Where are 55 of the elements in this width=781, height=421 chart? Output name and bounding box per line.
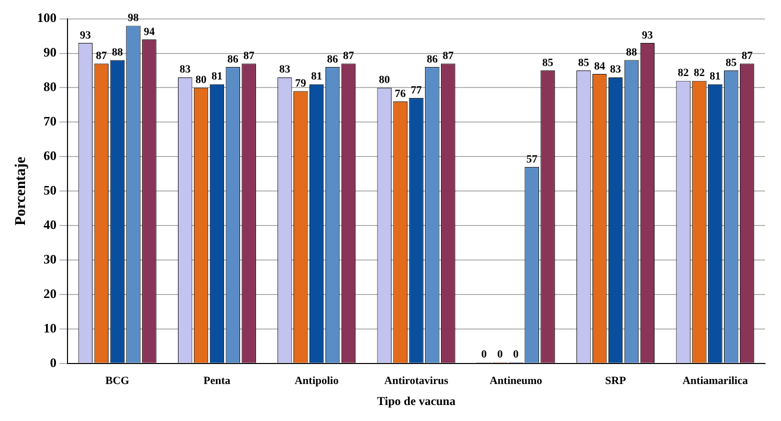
y-tick-label: 50 [44,182,56,198]
data-label: 81 [211,70,222,83]
y-tick-label: 0 [50,354,56,370]
data-label: 83 [279,64,291,76]
x-tick-label: Antineumo [490,374,543,387]
y-tick-label: 40 [44,216,56,232]
data-label: 82 [694,67,706,80]
y-tick-label: 20 [44,286,56,301]
y-axis-title: Porcentaje [12,156,29,226]
data-label: 76 [394,88,406,100]
x-tick-label: Antiamarilica [682,374,748,387]
data-label: 86 [327,53,339,66]
y-tick-label: 60 [44,148,56,163]
y-tick-label: 100 [37,10,56,26]
data-label: 84 [594,60,606,72]
data-label: 83 [180,64,192,76]
data-label: 0 [513,348,520,361]
data-label: 81 [311,70,322,83]
data-label: 0 [497,348,504,361]
data-label: 77 [410,84,422,96]
data-label: 86 [426,53,438,66]
x-tick-label: Antirotavirus [384,374,449,387]
data-label: 83 [610,64,622,76]
data-label: 80 [196,74,208,86]
data-label: 86 [227,53,239,66]
data-label: 85 [578,56,590,69]
y-tick-label: 70 [44,114,56,129]
y-tick-label: 10 [44,320,56,336]
x-tick-label: Antipolio [294,374,340,387]
data-label: 80 [378,74,390,86]
x-tick-label: SRP [605,374,626,387]
data-label: 87 [742,50,754,62]
data-label: 82 [678,67,690,80]
y-tick-label: 80 [44,79,56,94]
data-label: 87 [96,50,108,62]
data-label: 87 [442,50,454,62]
x-tick-label: BCG [105,374,130,387]
data-label: 94 [144,26,156,38]
y-tick-label: 90 [44,44,56,60]
data-label: 88 [626,46,638,58]
x-tick-label: Penta [204,374,231,387]
y-tick-label: 30 [44,251,56,266]
data-label: 81 [710,70,721,83]
data-label: 57 [526,153,538,166]
data-label: 98 [128,12,140,24]
data-label: 93 [80,29,92,42]
data-label: 85 [726,56,738,69]
data-label: 88 [112,46,124,58]
data-label: 79 [295,78,307,90]
data-label: 87 [243,50,255,62]
data-label: 85 [542,56,554,69]
data-label: 0 [481,348,488,361]
x-axis-title: Tipo de vacuna [377,394,456,408]
data-label: 87 [342,50,354,62]
data-label: 93 [642,29,654,42]
